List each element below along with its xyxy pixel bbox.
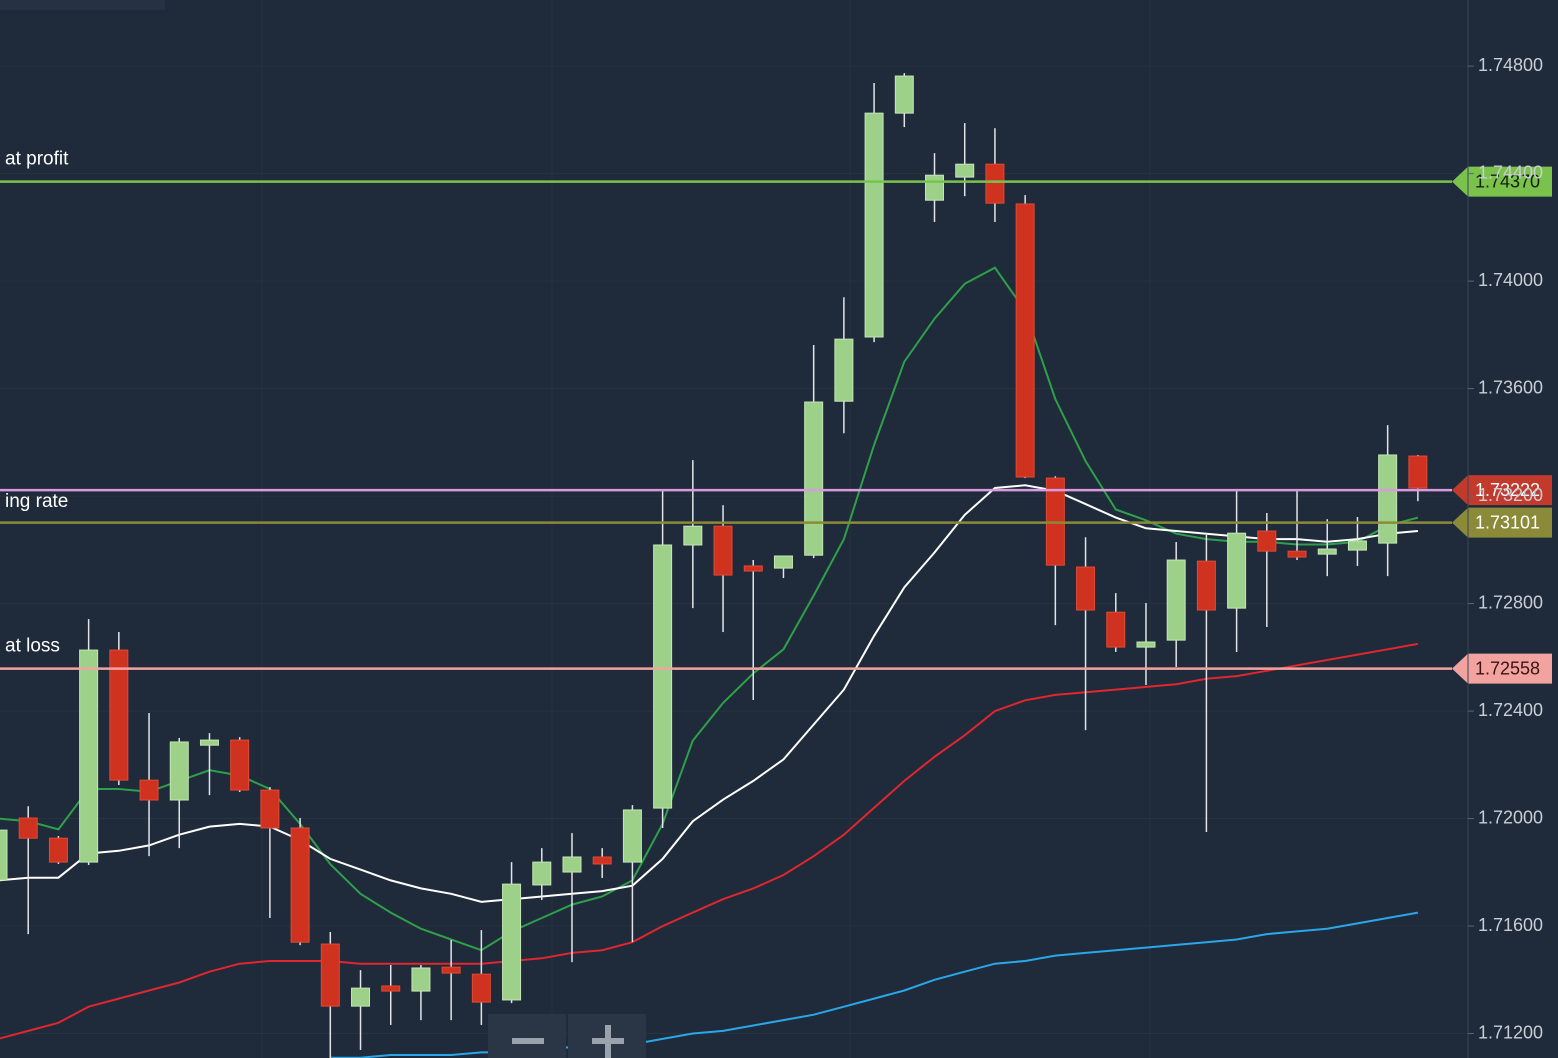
y-tick-label: 1.73200 — [1478, 485, 1543, 505]
y-tick-label: 1.74800 — [1478, 55, 1543, 75]
candle-body-down — [1287, 550, 1307, 558]
toolbar-edge — [0, 0, 165, 10]
level-price-label: 1.73101 — [1475, 512, 1540, 532]
candle-body-up — [1227, 532, 1247, 609]
candle-body-up — [773, 555, 793, 569]
candle-body-up — [864, 112, 884, 338]
candle-body-down — [48, 837, 68, 863]
level-badge — [1452, 475, 1552, 506]
candle-body-up — [0, 829, 8, 881]
candle-body-up — [411, 967, 431, 992]
candle-body-down — [592, 856, 612, 865]
candle-body-down — [743, 565, 763, 572]
y-tick-label: 1.71200 — [1478, 1022, 1543, 1042]
candle-body-down — [1196, 560, 1216, 611]
minus-icon — [512, 1038, 544, 1044]
candle-body-up — [955, 163, 975, 178]
candle-body-up — [622, 809, 642, 863]
candle-body-up — [351, 987, 371, 1007]
level-price-label: 1.74370 — [1475, 171, 1540, 191]
y-axis: 1.74800 1.74400 1.74000 1.73600 1.73200 1.728… — [1468, 55, 1543, 1042]
y-tick-label: 1.72000 — [1478, 807, 1543, 827]
candle-body-down — [1408, 455, 1428, 489]
candle-body-down — [471, 973, 491, 1003]
y-tick-label: 1.72400 — [1478, 700, 1543, 720]
level-price-label: 1.72558 — [1475, 658, 1540, 678]
candles — [0, 73, 1428, 1058]
grid — [0, 0, 1468, 1058]
level-badge — [1452, 653, 1552, 684]
candle-body-down — [1076, 566, 1096, 611]
candle-body-up — [169, 741, 189, 801]
candle-body-up — [1347, 540, 1367, 551]
candle-body-up — [1317, 548, 1337, 555]
candle-body-up — [199, 739, 219, 746]
level-price-label: 1.73222 — [1475, 480, 1540, 500]
y-tick-label: 1.73600 — [1478, 377, 1543, 397]
candle-body-up — [532, 861, 552, 886]
y-tick-label: 1.74000 — [1478, 270, 1543, 290]
candle-body-down — [1015, 203, 1035, 478]
candle-body-down — [290, 827, 310, 943]
candle-body-up — [653, 544, 673, 809]
candle-body-down — [320, 943, 340, 1007]
candle-body-down — [1257, 530, 1277, 552]
candle-body-up — [562, 856, 582, 873]
y-tick-label: 1.72800 — [1478, 592, 1543, 612]
moving-average-line — [0, 484, 1418, 903]
level-name: at profit — [5, 149, 69, 170]
moving-average-line — [0, 642, 1419, 1040]
candle-body-down — [139, 779, 159, 801]
candle-body-down — [381, 985, 401, 992]
candle-body-down — [18, 817, 38, 839]
y-tick-label: 1.74400 — [1478, 162, 1543, 182]
level-name: at loss — [5, 636, 60, 657]
candle-body-down — [230, 739, 250, 791]
candle-body-up — [502, 883, 522, 1001]
candle-body-up — [804, 401, 824, 556]
plus-icon — [605, 1025, 611, 1058]
level-badge — [1452, 507, 1552, 538]
candle-body-down — [1106, 611, 1126, 648]
levels: at profit 1.74370 ing rate 1.73222 1.73101 at… — [0, 149, 1552, 684]
level-name: ing rate — [5, 491, 68, 512]
zoom-out-button[interactable] — [488, 1014, 566, 1058]
candle-body-up — [79, 649, 99, 863]
candle-body-down — [713, 525, 733, 576]
candle-body-up — [1136, 641, 1156, 648]
candle-body-down — [985, 163, 1005, 204]
candle-body-down — [441, 966, 461, 974]
candle-body-up — [683, 525, 703, 546]
candle-body-up — [834, 338, 854, 402]
candle-body-up — [894, 75, 914, 114]
candle-body-up — [925, 174, 945, 201]
zoom-controls — [488, 1014, 646, 1058]
candle-body-up — [1166, 559, 1186, 641]
candle-body-down — [109, 649, 129, 781]
candle-body-up — [1378, 454, 1398, 544]
level-badge — [1452, 166, 1552, 197]
candle-body-down — [260, 789, 280, 829]
y-tick-label: 1.71600 — [1478, 915, 1543, 935]
